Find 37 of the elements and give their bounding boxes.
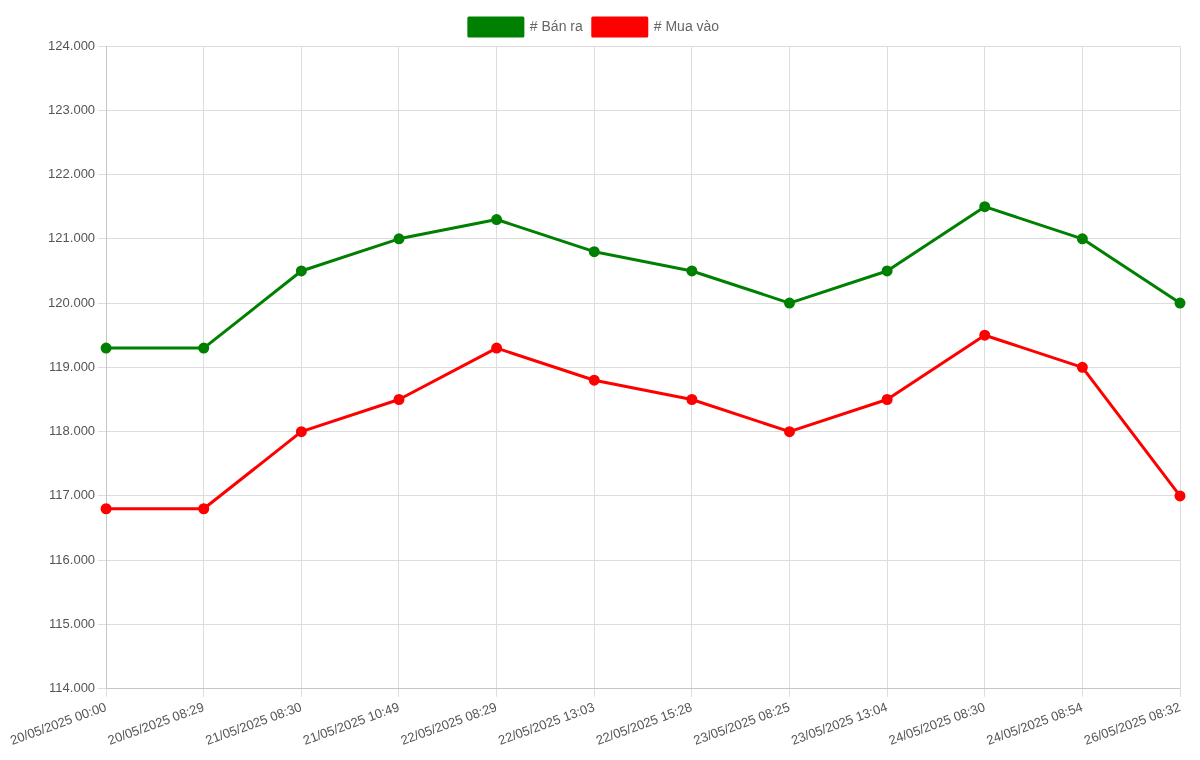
point: [100, 342, 112, 354]
y-tick-label: 124.000: [48, 37, 96, 53]
point: [100, 503, 112, 515]
point: [1174, 490, 1186, 502]
y-tick-label: 119.000: [49, 358, 96, 374]
point: [783, 426, 795, 438]
y-tick-label: 118.000: [49, 423, 96, 439]
legend-label: # Mua vào: [653, 17, 720, 34]
point: [1174, 297, 1186, 309]
y-tick-label: 115.000: [49, 616, 96, 632]
point: [198, 342, 210, 354]
point: [295, 265, 307, 277]
point: [198, 503, 210, 515]
point: [686, 265, 698, 277]
y-tick-label: 120.000: [48, 294, 96, 310]
point: [588, 374, 600, 386]
y-tick-label: 123.000: [48, 101, 96, 117]
point: [686, 394, 698, 405]
point: [783, 297, 795, 309]
point: [393, 233, 405, 245]
point: [295, 426, 307, 438]
point: [588, 246, 600, 258]
point: [1076, 233, 1088, 245]
y-tick-label: 116.000: [49, 551, 96, 567]
point: [491, 214, 503, 226]
y-tick-label: 114.000: [49, 680, 96, 696]
y-tick-label: 121.000: [48, 230, 96, 246]
point: [979, 329, 991, 341]
point: [491, 342, 503, 354]
point: [979, 201, 991, 213]
point: [393, 394, 405, 405]
point: [881, 265, 893, 277]
legend-label: # Bán ra: [529, 17, 583, 34]
point: [881, 394, 893, 405]
y-tick-label: 117.000: [49, 487, 96, 503]
point: [1076, 361, 1088, 373]
y-tick-label: 122.000: [48, 166, 96, 182]
